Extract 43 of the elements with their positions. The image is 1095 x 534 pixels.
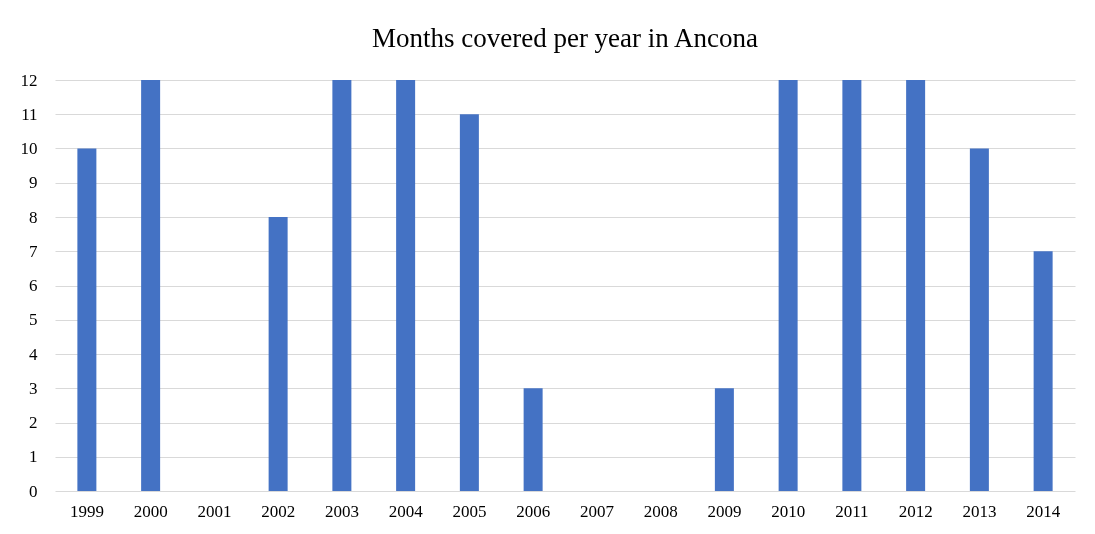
bar bbox=[842, 80, 862, 491]
x-tick-label: 2008 bbox=[643, 501, 678, 521]
y-tick-label: 0 bbox=[29, 481, 38, 501]
x-tick-label: 2007 bbox=[579, 501, 615, 521]
chart-title: Months covered per year in Ancona bbox=[371, 23, 759, 53]
y-tick-label: 2 bbox=[29, 413, 38, 432]
x-tick-label: 2003 bbox=[324, 501, 359, 521]
x-tick-label: 2002 bbox=[261, 501, 296, 521]
y-tick-label: 9 bbox=[29, 173, 38, 193]
bar bbox=[332, 80, 352, 491]
x-tick-label: 2001 bbox=[197, 501, 232, 521]
x-tick-label: 2005 bbox=[452, 501, 487, 521]
x-tick-label: 2013 bbox=[962, 501, 997, 521]
x-tick-label: 2010 bbox=[771, 501, 806, 521]
x-tick-label: 2000 bbox=[133, 501, 168, 521]
bar bbox=[523, 388, 543, 491]
x-tick-label: 2004 bbox=[388, 501, 424, 521]
x-tick-label: 2009 bbox=[707, 501, 742, 521]
y-tick-label: 10 bbox=[20, 139, 38, 158]
bar bbox=[969, 148, 989, 491]
bar bbox=[906, 80, 926, 491]
bar bbox=[1033, 251, 1053, 491]
bar bbox=[778, 80, 798, 491]
bar bbox=[141, 80, 161, 491]
y-tick-label: 7 bbox=[29, 241, 38, 261]
bar bbox=[459, 114, 479, 491]
y-tick-label: 12 bbox=[20, 70, 38, 90]
y-tick-label: 4 bbox=[29, 344, 38, 364]
y-tick-label: 1 bbox=[29, 447, 38, 467]
y-tick-label: 8 bbox=[29, 207, 38, 227]
x-tick-label: 1999 bbox=[69, 501, 104, 521]
y-tick-label: 3 bbox=[29, 378, 38, 398]
x-tick-label: 2014 bbox=[1026, 501, 1061, 521]
x-tick-label: 2006 bbox=[516, 501, 551, 521]
y-tick-label: 6 bbox=[29, 276, 38, 295]
bar bbox=[268, 217, 288, 491]
bar bbox=[714, 388, 734, 491]
x-tick-label: 2011 bbox=[835, 501, 869, 521]
bar bbox=[396, 80, 416, 491]
bar bbox=[77, 148, 97, 491]
y-tick-label: 11 bbox=[21, 104, 38, 124]
x-tick-label: 2012 bbox=[898, 501, 933, 521]
y-tick-label: 5 bbox=[29, 310, 38, 330]
